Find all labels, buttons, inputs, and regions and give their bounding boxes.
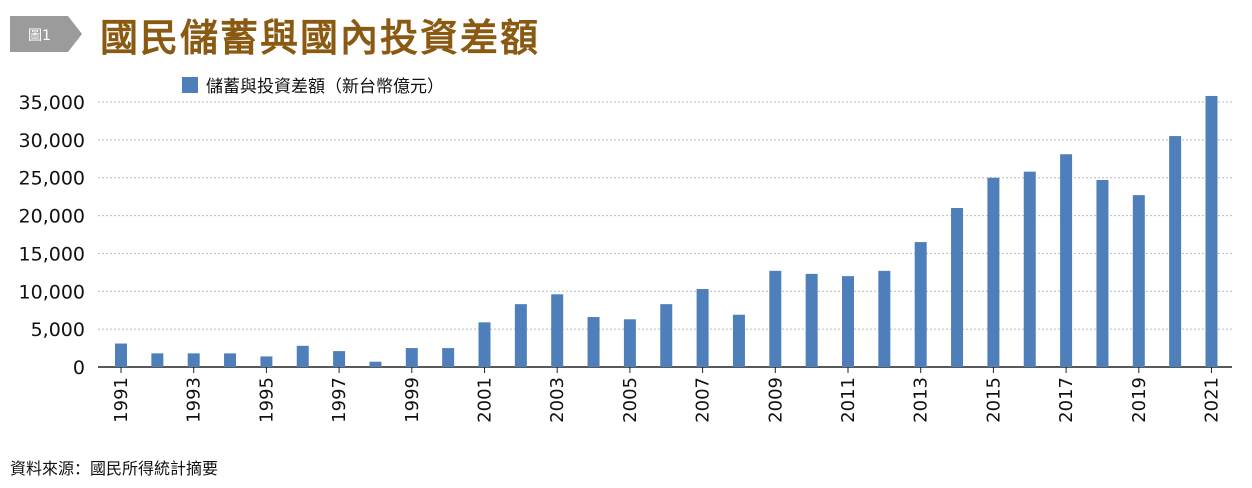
bar-2021 <box>1205 95 1218 367</box>
figure-number-badge: 圖1 <box>10 16 82 52</box>
x-tick-label: 2017 <box>1056 377 1077 423</box>
y-tick-label: 35,000 <box>19 92 85 114</box>
y-tick-label: 25,000 <box>19 168 85 190</box>
legend-label: 儲蓄與投資差額（新台幣億元） <box>206 77 444 97</box>
bar-2017 <box>1060 154 1073 367</box>
bar-2004 <box>587 317 600 367</box>
x-tick-label: 2011 <box>838 377 859 423</box>
bar-2011 <box>842 276 854 367</box>
x-tick-label: 1999 <box>402 377 423 423</box>
bar-2009 <box>769 270 782 367</box>
bar-1991 <box>115 343 127 367</box>
bar-2018 <box>1096 179 1109 367</box>
y-tick-label: 10,000 <box>19 281 85 303</box>
bar-1996 <box>296 345 309 367</box>
bar-1999 <box>405 348 418 367</box>
bar-2015 <box>987 177 1000 367</box>
x-tick-label: 2007 <box>693 377 714 423</box>
bar-2000 <box>442 348 455 367</box>
bar-2016 <box>1023 171 1036 367</box>
bar-1995 <box>260 356 273 367</box>
bar-2003 <box>551 294 564 367</box>
bar-2014 <box>951 208 964 367</box>
x-tick-label: 2009 <box>765 377 786 423</box>
x-tick-label: 2019 <box>1129 377 1150 423</box>
bar-chart: 0 5,000 10,000 15,000 20,000 25,000 30,000 35,0… <box>19 77 1232 423</box>
x-tick-label: 2005 <box>620 377 641 423</box>
figure-title: 國民儲蓄與國內投資差額 <box>100 14 541 60</box>
x-tick-label: 2003 <box>547 377 568 423</box>
bar-2010 <box>805 273 818 367</box>
bar-2013 <box>914 242 927 367</box>
figure-number: 圖1 <box>28 28 51 44</box>
bar-2006 <box>660 304 673 367</box>
x-tick-label: 2013 <box>911 377 932 423</box>
y-tick-label: 0 <box>73 357 85 379</box>
bar-2001 <box>478 322 491 367</box>
bar-2012 <box>878 270 891 367</box>
bar-1997 <box>333 351 346 367</box>
y-tick-label: 30,000 <box>19 130 85 152</box>
bar-2005 <box>623 319 636 367</box>
y-tick-label: 15,000 <box>19 243 85 265</box>
y-tick-label: 5,000 <box>31 319 85 341</box>
x-tick-label: 1993 <box>184 377 205 423</box>
bar-1992 <box>151 353 164 367</box>
x-tick-label: 2021 <box>1202 377 1223 423</box>
bar-2007 <box>696 289 709 367</box>
bar-1998 <box>369 361 382 367</box>
figure-header: 圖1 國民儲蓄與國內投資差額 <box>10 6 540 62</box>
x-tick-label: 1991 <box>111 377 132 423</box>
bar-2002 <box>514 304 527 367</box>
x-tick-label: 1997 <box>329 377 350 423</box>
bar-2019 <box>1132 195 1145 367</box>
bar-2020 <box>1169 136 1182 367</box>
bar-2008 <box>732 314 745 367</box>
x-tick-label: 2015 <box>983 377 1004 423</box>
bar-1993 <box>187 353 200 367</box>
legend-swatch <box>182 77 198 93</box>
badge-arrow-shape <box>10 16 82 52</box>
x-tick-label: 1995 <box>256 377 277 423</box>
source-note: 資料來源：國民所得統計摘要 <box>10 459 219 478</box>
bar-1994 <box>224 353 237 367</box>
x-tick-label: 2001 <box>475 377 496 423</box>
y-tick-label: 20,000 <box>19 206 85 228</box>
